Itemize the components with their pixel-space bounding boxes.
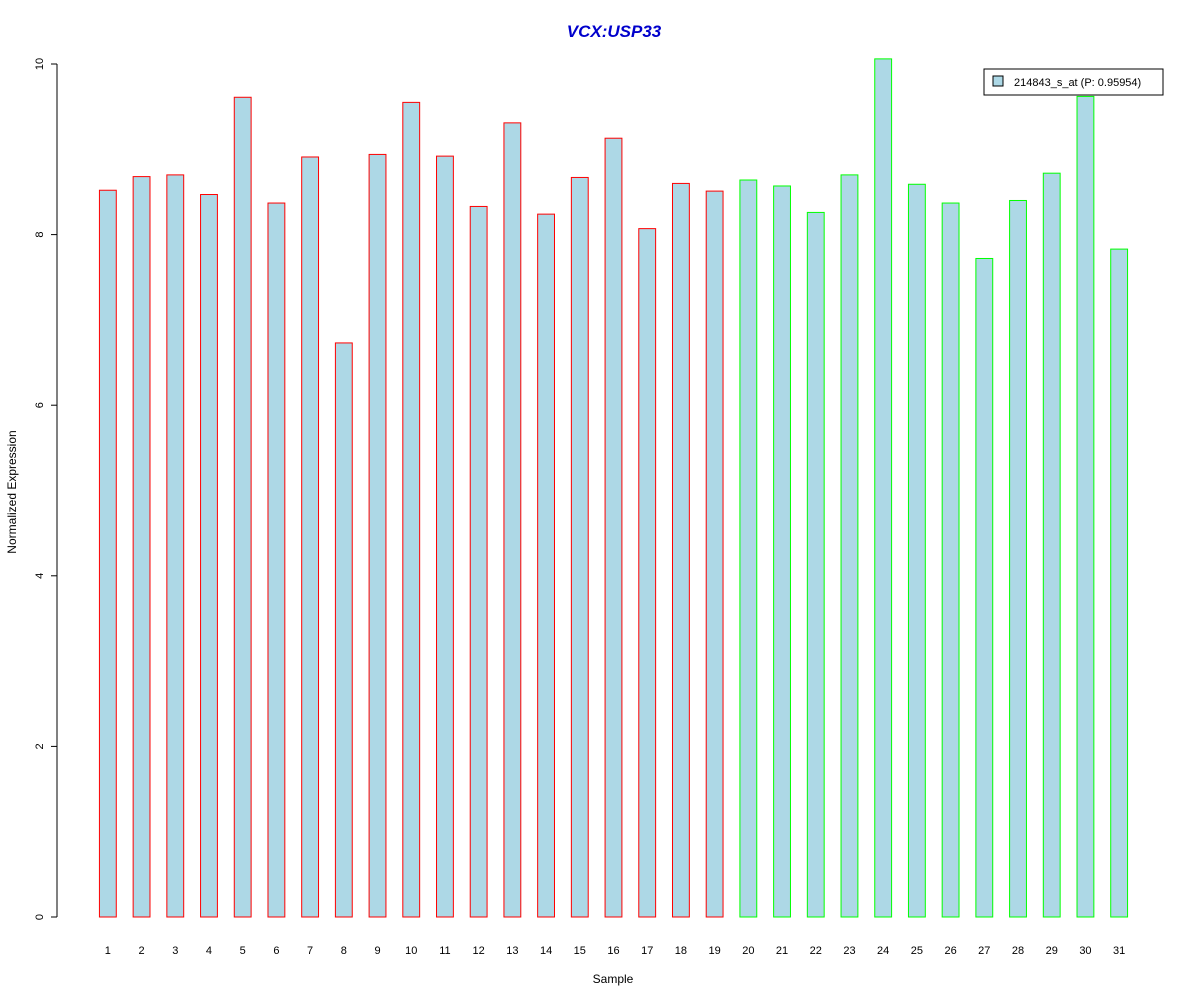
bar-sample-22 [806,211,825,918]
bars [98,58,1129,918]
x-tick-label: 18 [675,945,687,957]
x-tick-label: 25 [911,945,923,957]
x-tick-label: 22 [810,945,822,957]
legend-box [983,68,1164,96]
bar-sample-3 [166,174,185,918]
x-tick-label: 16 [607,945,619,957]
legend-swatch [992,75,1004,87]
bar-sample-16 [604,137,623,918]
bar-sample-5 [233,96,252,918]
y-tick-label: 6 [34,402,46,408]
bar-sample-11 [436,155,454,918]
y-tick-label: 8 [34,232,46,238]
x-axis-title: Sample [593,972,634,986]
x-tick-label: 5 [240,945,246,957]
legend-label: 214843_s_at (P: 0.95954) [1014,77,1141,89]
bar-sample-20 [739,179,758,918]
x-tick-label: 15 [574,945,586,957]
y-tick-label: 0 [34,914,46,920]
x-tick-label: 8 [341,945,347,957]
bar-sample-31 [1110,248,1129,918]
bar-sample-1 [98,189,117,918]
bar-sample-23 [840,174,859,918]
x-tick-label: 28 [1012,945,1024,957]
x-tick-label: 12 [473,945,485,957]
x-tick-label: 4 [206,945,212,957]
x-tick-label: 19 [709,945,721,957]
chart-title: VCX:USP33 [567,22,662,41]
x-tick-label: 24 [877,945,889,957]
x-tick-label: 31 [1113,945,1125,957]
x-tick-label: 2 [138,945,144,957]
x-tick-label: 30 [1079,945,1091,957]
bar-sample-12 [469,205,488,918]
x-tick-label: 9 [374,945,380,957]
x-tick-label: 26 [944,945,956,957]
x-tick-label: 17 [641,945,653,957]
x-tick-label: 27 [978,945,990,957]
x-tick-label: 3 [172,945,178,957]
bar-sample-8 [334,342,353,918]
y-tick-label: 2 [34,743,46,749]
legend: 214843_s_at (P: 0.95954) [983,68,1164,96]
bar-sample-19 [705,190,724,918]
x-tick-label: 10 [405,945,417,957]
bar-sample-30 [1076,95,1095,918]
x-tick-label: 6 [273,945,279,957]
bar-sample-9 [368,153,387,918]
x-tick-label: 29 [1046,945,1058,957]
bar-sample-14 [537,213,556,918]
x-tick-label: 7 [307,945,313,957]
x-tick-label: 23 [843,945,855,957]
bar-sample-29 [1042,172,1061,918]
bar-sample-27 [975,257,994,918]
bar-sample-10 [402,101,421,918]
bar-sample-26 [941,202,960,918]
y-tick-label: 10 [34,58,46,70]
bar-sample-2 [132,176,151,918]
x-tick-label: 20 [742,945,754,957]
bar-sample-4 [200,194,218,918]
y-axis-title: Normalized Expression [5,430,19,553]
x-tick-label: 13 [506,945,518,957]
bar-sample-13 [503,122,522,918]
bar-sample-18 [671,182,690,918]
y-axis: 0 2 4 6 8 10 [34,58,58,920]
x-tick-labels: 1 2 3 4 5 6 7 8 9 10 11 12 13 14 15 16 17 18 19 20 21 22 23 24 2… [105,945,1125,957]
x-tick-label: 1 [105,945,111,957]
bar-sample-7 [301,156,320,918]
x-tick-label: 14 [540,945,552,957]
bar-sample-28 [1009,199,1027,918]
bar-sample-17 [638,228,657,918]
x-tick-label: 21 [776,945,788,957]
bar-sample-6 [267,202,286,918]
x-tick-label: 11 [439,945,450,957]
bar-sample-24 [874,58,893,918]
bar-sample-15 [570,176,589,918]
y-tick-label: 4 [34,573,46,579]
bar-sample-21 [773,185,791,918]
bar-sample-25 [907,183,926,918]
